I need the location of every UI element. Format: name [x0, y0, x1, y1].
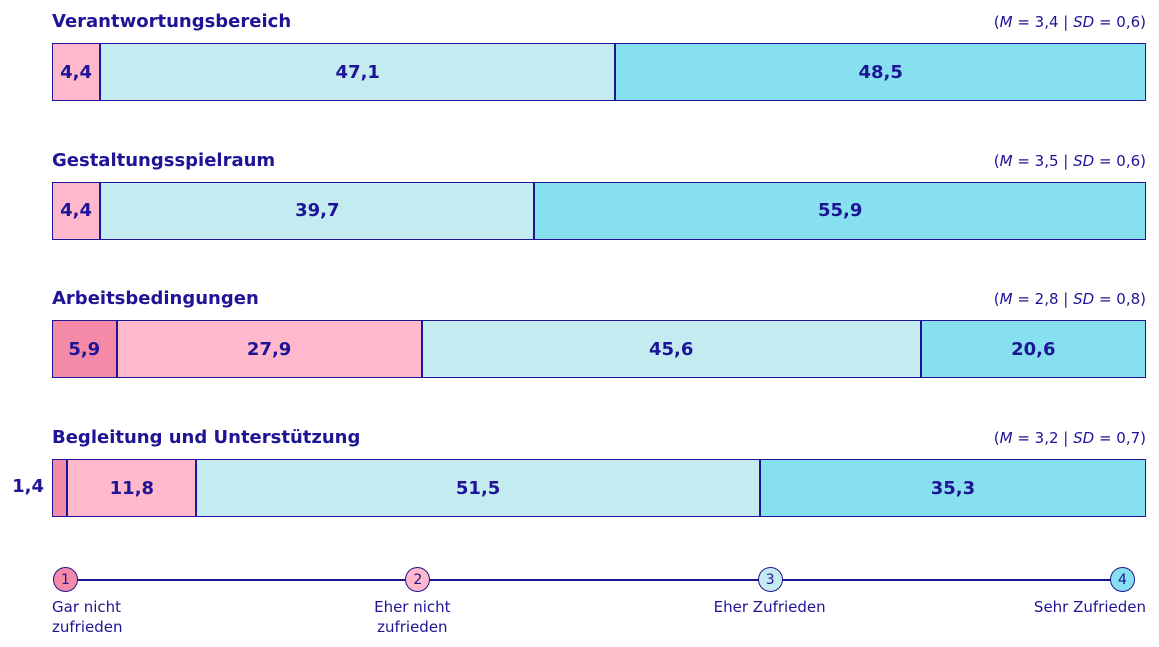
stats-part: M [999, 429, 1013, 448]
bar-segment: 35,3 [759, 459, 1146, 518]
stats-part: M [999, 13, 1013, 31]
stats: (M = 2,8 | SD = 0,8) [994, 290, 1146, 308]
bar-segment: 39,7 [100, 181, 535, 240]
bar-segment: 51,5 [196, 459, 760, 518]
stats-part: ( [993, 429, 1000, 448]
bar-segment: 4,4 [52, 43, 101, 101]
bar-segment: 27,9 [116, 320, 422, 379]
stats-part: M [999, 290, 1013, 309]
stats-part: = 0,6) [1094, 151, 1146, 170]
stats-part: ( [993, 290, 1000, 309]
bar-segment: 45,6 [421, 320, 921, 379]
stats-part: SD [1073, 151, 1095, 170]
stats-part: ( [993, 13, 1000, 31]
bar-segment: 55,9 [534, 181, 1146, 240]
bar-segment: 11,8 [67, 459, 197, 518]
stats-part: = 3,4 | [1012, 13, 1074, 31]
legend-label: Eher nicht zufrieden [374, 598, 451, 636]
legend-label: Eher Zufrieden [713, 598, 826, 616]
stats-part: = 3,5 | [1012, 151, 1074, 170]
scale-circle: 4 [1110, 567, 1135, 592]
stats: (M = 3,2 | SD = 0,7) [994, 429, 1146, 447]
stats-part: M [999, 151, 1013, 170]
stats-part: = 3,2 | [1012, 429, 1074, 448]
stats-part: SD [1073, 13, 1095, 31]
scale-circle: 1 [53, 567, 78, 592]
stats-part: = 2,8 | [1012, 290, 1074, 309]
stats-part: = 0,7) [1094, 429, 1146, 448]
stats: (M = 3,4 | SD = 0,6) [994, 13, 1146, 31]
row-title: Arbeitsbedingungen [52, 288, 259, 310]
row-title: Verantwortungsbereich [52, 11, 292, 32]
row-title: Gestaltungsspielraum [52, 149, 276, 171]
bar-segment: 48,5 [615, 43, 1146, 101]
stats: (M = 3,5 | SD = 0,6) [994, 152, 1146, 170]
stats-part: = 0,8) [1094, 290, 1146, 309]
legend-label: Gar nicht zufrieden [52, 598, 123, 636]
scale-circle: 3 [757, 567, 783, 592]
stats-part: ( [993, 151, 1000, 170]
bar-segment: 47,1 [100, 43, 616, 101]
bar-segment: 20,6 [920, 320, 1146, 379]
bar-segment: 4,4 [52, 181, 101, 240]
stats-part: SD [1073, 429, 1095, 448]
bar-segment [52, 459, 68, 518]
scale-circle: 2 [405, 567, 431, 592]
stats-part: = 0,6) [1094, 13, 1146, 31]
legend-label: Sehr Zufrieden [1033, 598, 1146, 616]
stats-part: SD [1073, 290, 1095, 309]
bar-segment: 5,9 [52, 320, 117, 379]
value-label: 1,4 [12, 476, 44, 498]
scale-line [65, 579, 1122, 581]
row-title: Begleitung und Unterstützung [52, 427, 361, 449]
